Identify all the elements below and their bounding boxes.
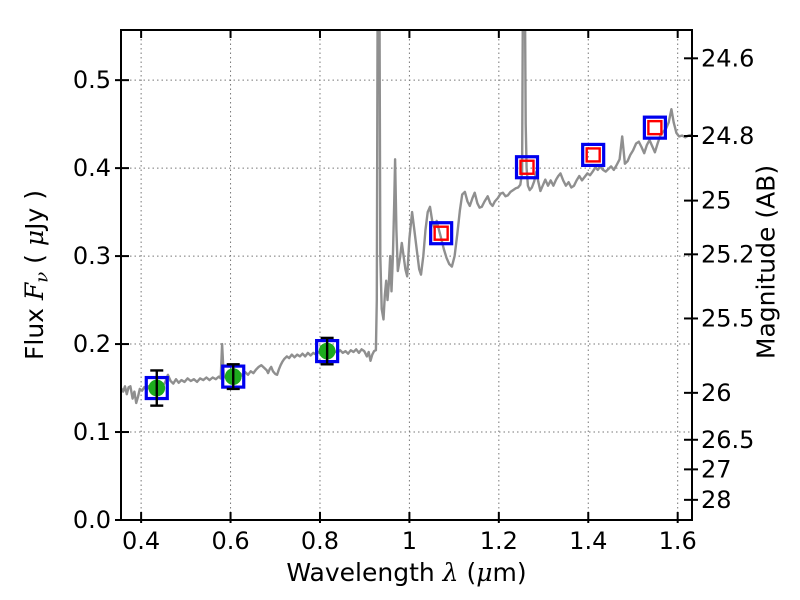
flux-label-text: Flux bbox=[19, 300, 49, 361]
x-tick-label: 1.4 bbox=[569, 527, 607, 555]
x-tick-label: 0.4 bbox=[122, 527, 160, 555]
y-right-tick-label: 25.5 bbox=[701, 304, 754, 332]
y-left-tick-label: 0.4 bbox=[73, 154, 111, 182]
axis-ticks bbox=[115, 30, 698, 523]
y-right-tick-label: 26 bbox=[701, 379, 732, 407]
y-right-tick-label: 26.5 bbox=[701, 426, 754, 454]
x-tick-label: 1.2 bbox=[480, 527, 518, 555]
lambda-symbol: λ bbox=[442, 558, 459, 587]
y-right-tick-label: 27 bbox=[701, 455, 732, 483]
x-tick-label: 0.8 bbox=[301, 527, 339, 555]
y-axis-label-right: Magnitude (AB) bbox=[751, 164, 781, 360]
x-tick-label: 1.6 bbox=[659, 527, 697, 555]
y-axis-label-left: Flux Fν ( μJy ) bbox=[19, 189, 53, 361]
x-tick-label: 0.6 bbox=[211, 527, 249, 555]
blue-open-square-marker bbox=[429, 221, 454, 246]
red-open-square-marker bbox=[647, 119, 663, 136]
y-left-tick-label: 0.1 bbox=[73, 418, 111, 446]
tick-labels: 0.4 0.6 0.8 1 1.2 1.4 1.6 0.0 0.1 0.2 0.3 0.4 0.5 24.… bbox=[73, 44, 755, 555]
grid bbox=[121, 30, 692, 520]
y-left-tick-label: 0.3 bbox=[73, 242, 111, 270]
y-right-tick-label: 28 bbox=[701, 486, 732, 514]
y-left-tick-label: 0.2 bbox=[73, 330, 111, 358]
model-photometry-points bbox=[429, 115, 667, 246]
x-tick-label: 1 bbox=[402, 527, 417, 555]
x-axis-label: Wavelength λ (μm) bbox=[286, 558, 527, 587]
x-axis-label-text: Wavelength bbox=[286, 558, 443, 587]
red-open-square-marker bbox=[519, 159, 535, 175]
blue-open-square-marker bbox=[514, 155, 540, 180]
red-open-square-marker bbox=[433, 225, 449, 241]
mu-symbol: μ bbox=[19, 229, 49, 247]
y-right-tick-label: 24.8 bbox=[701, 122, 754, 150]
y-right-tick-label: 25.2 bbox=[701, 240, 754, 268]
y-left-tick-label: 0.0 bbox=[73, 506, 111, 534]
y-left-tick-label: 0.5 bbox=[73, 66, 111, 94]
y-right-tick-label: 24.6 bbox=[701, 44, 754, 72]
blue-open-square-marker bbox=[581, 142, 606, 168]
y-right-tick-label: 25 bbox=[701, 187, 732, 215]
measured-photometry-points bbox=[144, 336, 340, 407]
flux-symbol: F bbox=[19, 282, 49, 301]
red-open-square-marker bbox=[585, 147, 601, 163]
axes-spines bbox=[120, 29, 693, 521]
mu-symbol: μ bbox=[476, 558, 493, 587]
model-spectrum-line bbox=[121, 30, 692, 405]
nu-subscript: ν bbox=[31, 271, 53, 283]
blue-open-square-marker bbox=[642, 115, 667, 140]
